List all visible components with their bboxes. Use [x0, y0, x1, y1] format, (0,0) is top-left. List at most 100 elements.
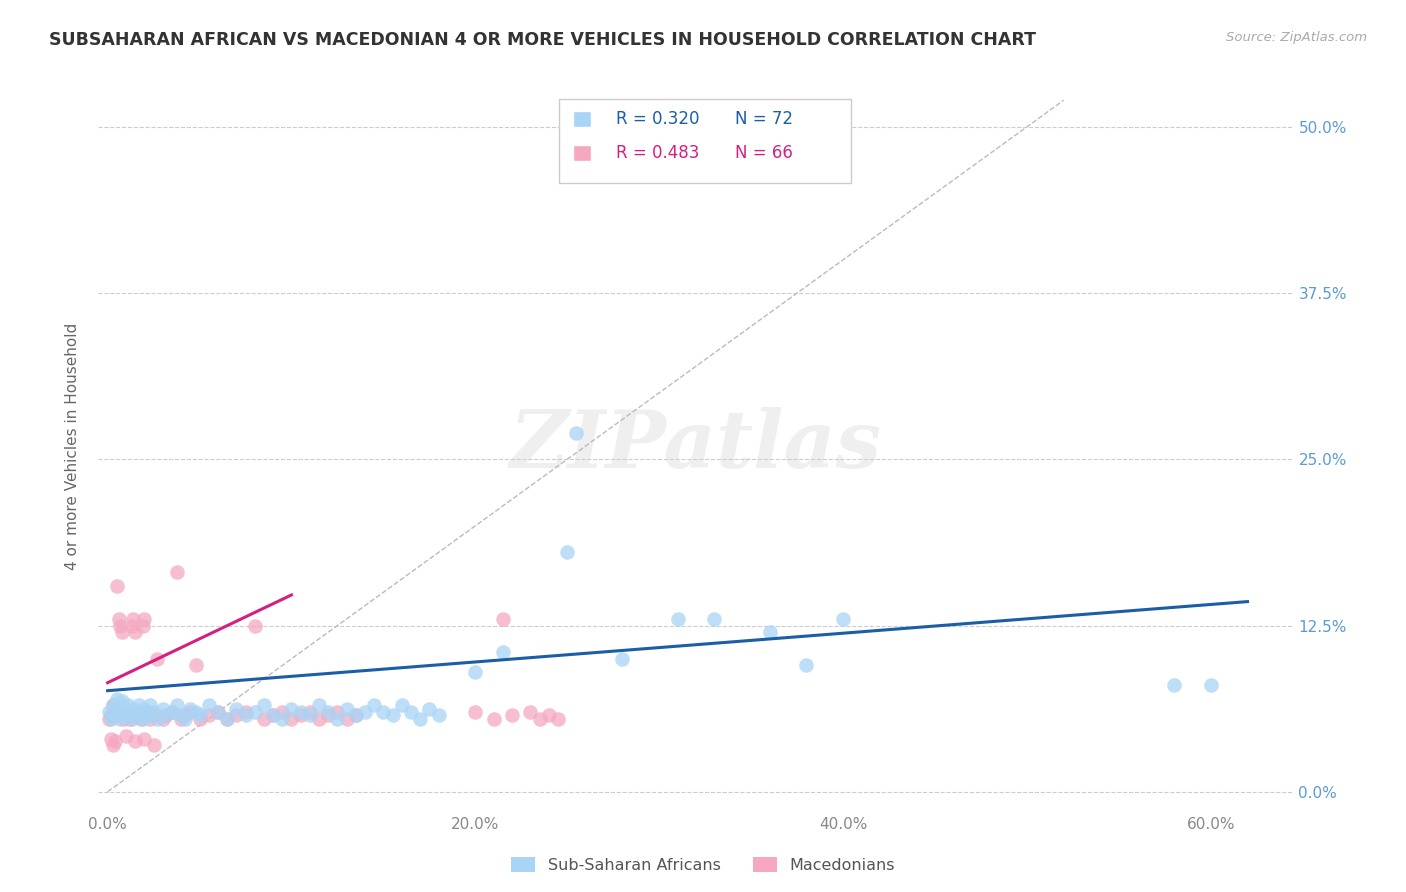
Point	[537, 707, 560, 722]
Point	[142, 738, 165, 752]
Point	[160, 705, 183, 719]
Point	[142, 707, 165, 722]
Point	[354, 705, 377, 719]
Text: SUBSAHARAN AFRICAN VS MACEDONIAN 4 OR MORE VEHICLES IN HOUSEHOLD CORRELATION CHA: SUBSAHARAN AFRICAN VS MACEDONIAN 4 OR MO…	[49, 31, 1036, 49]
Point	[98, 705, 121, 719]
Point	[104, 734, 127, 748]
Point	[173, 707, 195, 722]
Point	[271, 712, 294, 726]
Point	[170, 712, 193, 726]
Point	[105, 691, 128, 706]
Text: N = 72: N = 72	[735, 110, 793, 128]
Point	[197, 707, 219, 722]
Point	[105, 579, 128, 593]
Point	[1199, 678, 1222, 692]
Point	[125, 705, 148, 719]
Point	[107, 702, 129, 716]
Point	[391, 698, 413, 713]
Point	[612, 652, 634, 666]
Point	[464, 705, 486, 719]
FancyBboxPatch shape	[572, 111, 592, 127]
Point	[280, 712, 302, 726]
Point	[271, 705, 294, 719]
Point	[121, 712, 143, 726]
Point	[111, 625, 134, 640]
Point	[135, 705, 157, 719]
Point	[253, 698, 276, 713]
Point	[112, 705, 135, 719]
Text: N = 66: N = 66	[735, 145, 793, 162]
Point	[112, 712, 135, 726]
Point	[135, 707, 157, 722]
Point	[115, 707, 138, 722]
Point	[217, 712, 239, 726]
Point	[134, 612, 156, 626]
Point	[666, 612, 689, 626]
Point	[129, 712, 152, 726]
Point	[235, 705, 257, 719]
Point	[179, 702, 201, 716]
Point	[501, 707, 523, 722]
Point	[134, 702, 156, 716]
Point	[298, 705, 321, 719]
Point	[128, 698, 150, 713]
Point	[134, 731, 156, 746]
Point	[136, 707, 159, 722]
Text: R = 0.320: R = 0.320	[616, 110, 699, 128]
Point	[235, 707, 257, 722]
Point	[155, 707, 177, 722]
Point	[794, 658, 817, 673]
Point	[170, 707, 193, 722]
Point	[308, 712, 330, 726]
Point	[124, 707, 146, 722]
Point	[308, 698, 330, 713]
Point	[373, 705, 395, 719]
Point	[1163, 678, 1185, 692]
Point	[118, 705, 141, 719]
Point	[326, 712, 349, 726]
Point	[179, 705, 201, 719]
Point	[110, 712, 132, 726]
Point	[129, 707, 152, 722]
Point	[117, 698, 139, 713]
Point	[298, 707, 321, 722]
Point	[166, 566, 188, 580]
Point	[253, 712, 276, 726]
Point	[125, 707, 148, 722]
Point	[381, 707, 404, 722]
Point	[146, 652, 169, 666]
Point	[111, 694, 134, 708]
Point	[290, 707, 312, 722]
Point	[101, 698, 124, 713]
Point	[160, 705, 183, 719]
Text: R = 0.483: R = 0.483	[616, 145, 699, 162]
Point	[188, 707, 211, 722]
Point	[492, 645, 515, 659]
Point	[139, 712, 162, 726]
Point	[363, 698, 385, 713]
Point	[104, 707, 127, 722]
Point	[118, 712, 141, 726]
Point	[344, 707, 367, 722]
Point	[427, 707, 450, 722]
Point	[344, 707, 367, 722]
Point	[124, 734, 146, 748]
Point	[290, 705, 312, 719]
Point	[243, 705, 266, 719]
Point	[225, 707, 247, 722]
Point	[529, 712, 551, 726]
Point	[117, 707, 139, 722]
Point	[101, 698, 124, 713]
Point	[326, 705, 349, 719]
Point	[243, 618, 266, 632]
Point	[166, 698, 188, 713]
Text: Source: ZipAtlas.com: Source: ZipAtlas.com	[1226, 31, 1367, 45]
Point	[124, 625, 146, 640]
Point	[152, 712, 174, 726]
Point	[336, 702, 359, 716]
Point	[197, 698, 219, 713]
Point	[262, 707, 284, 722]
Point	[555, 545, 578, 559]
Point	[225, 702, 247, 716]
Point	[280, 702, 302, 716]
